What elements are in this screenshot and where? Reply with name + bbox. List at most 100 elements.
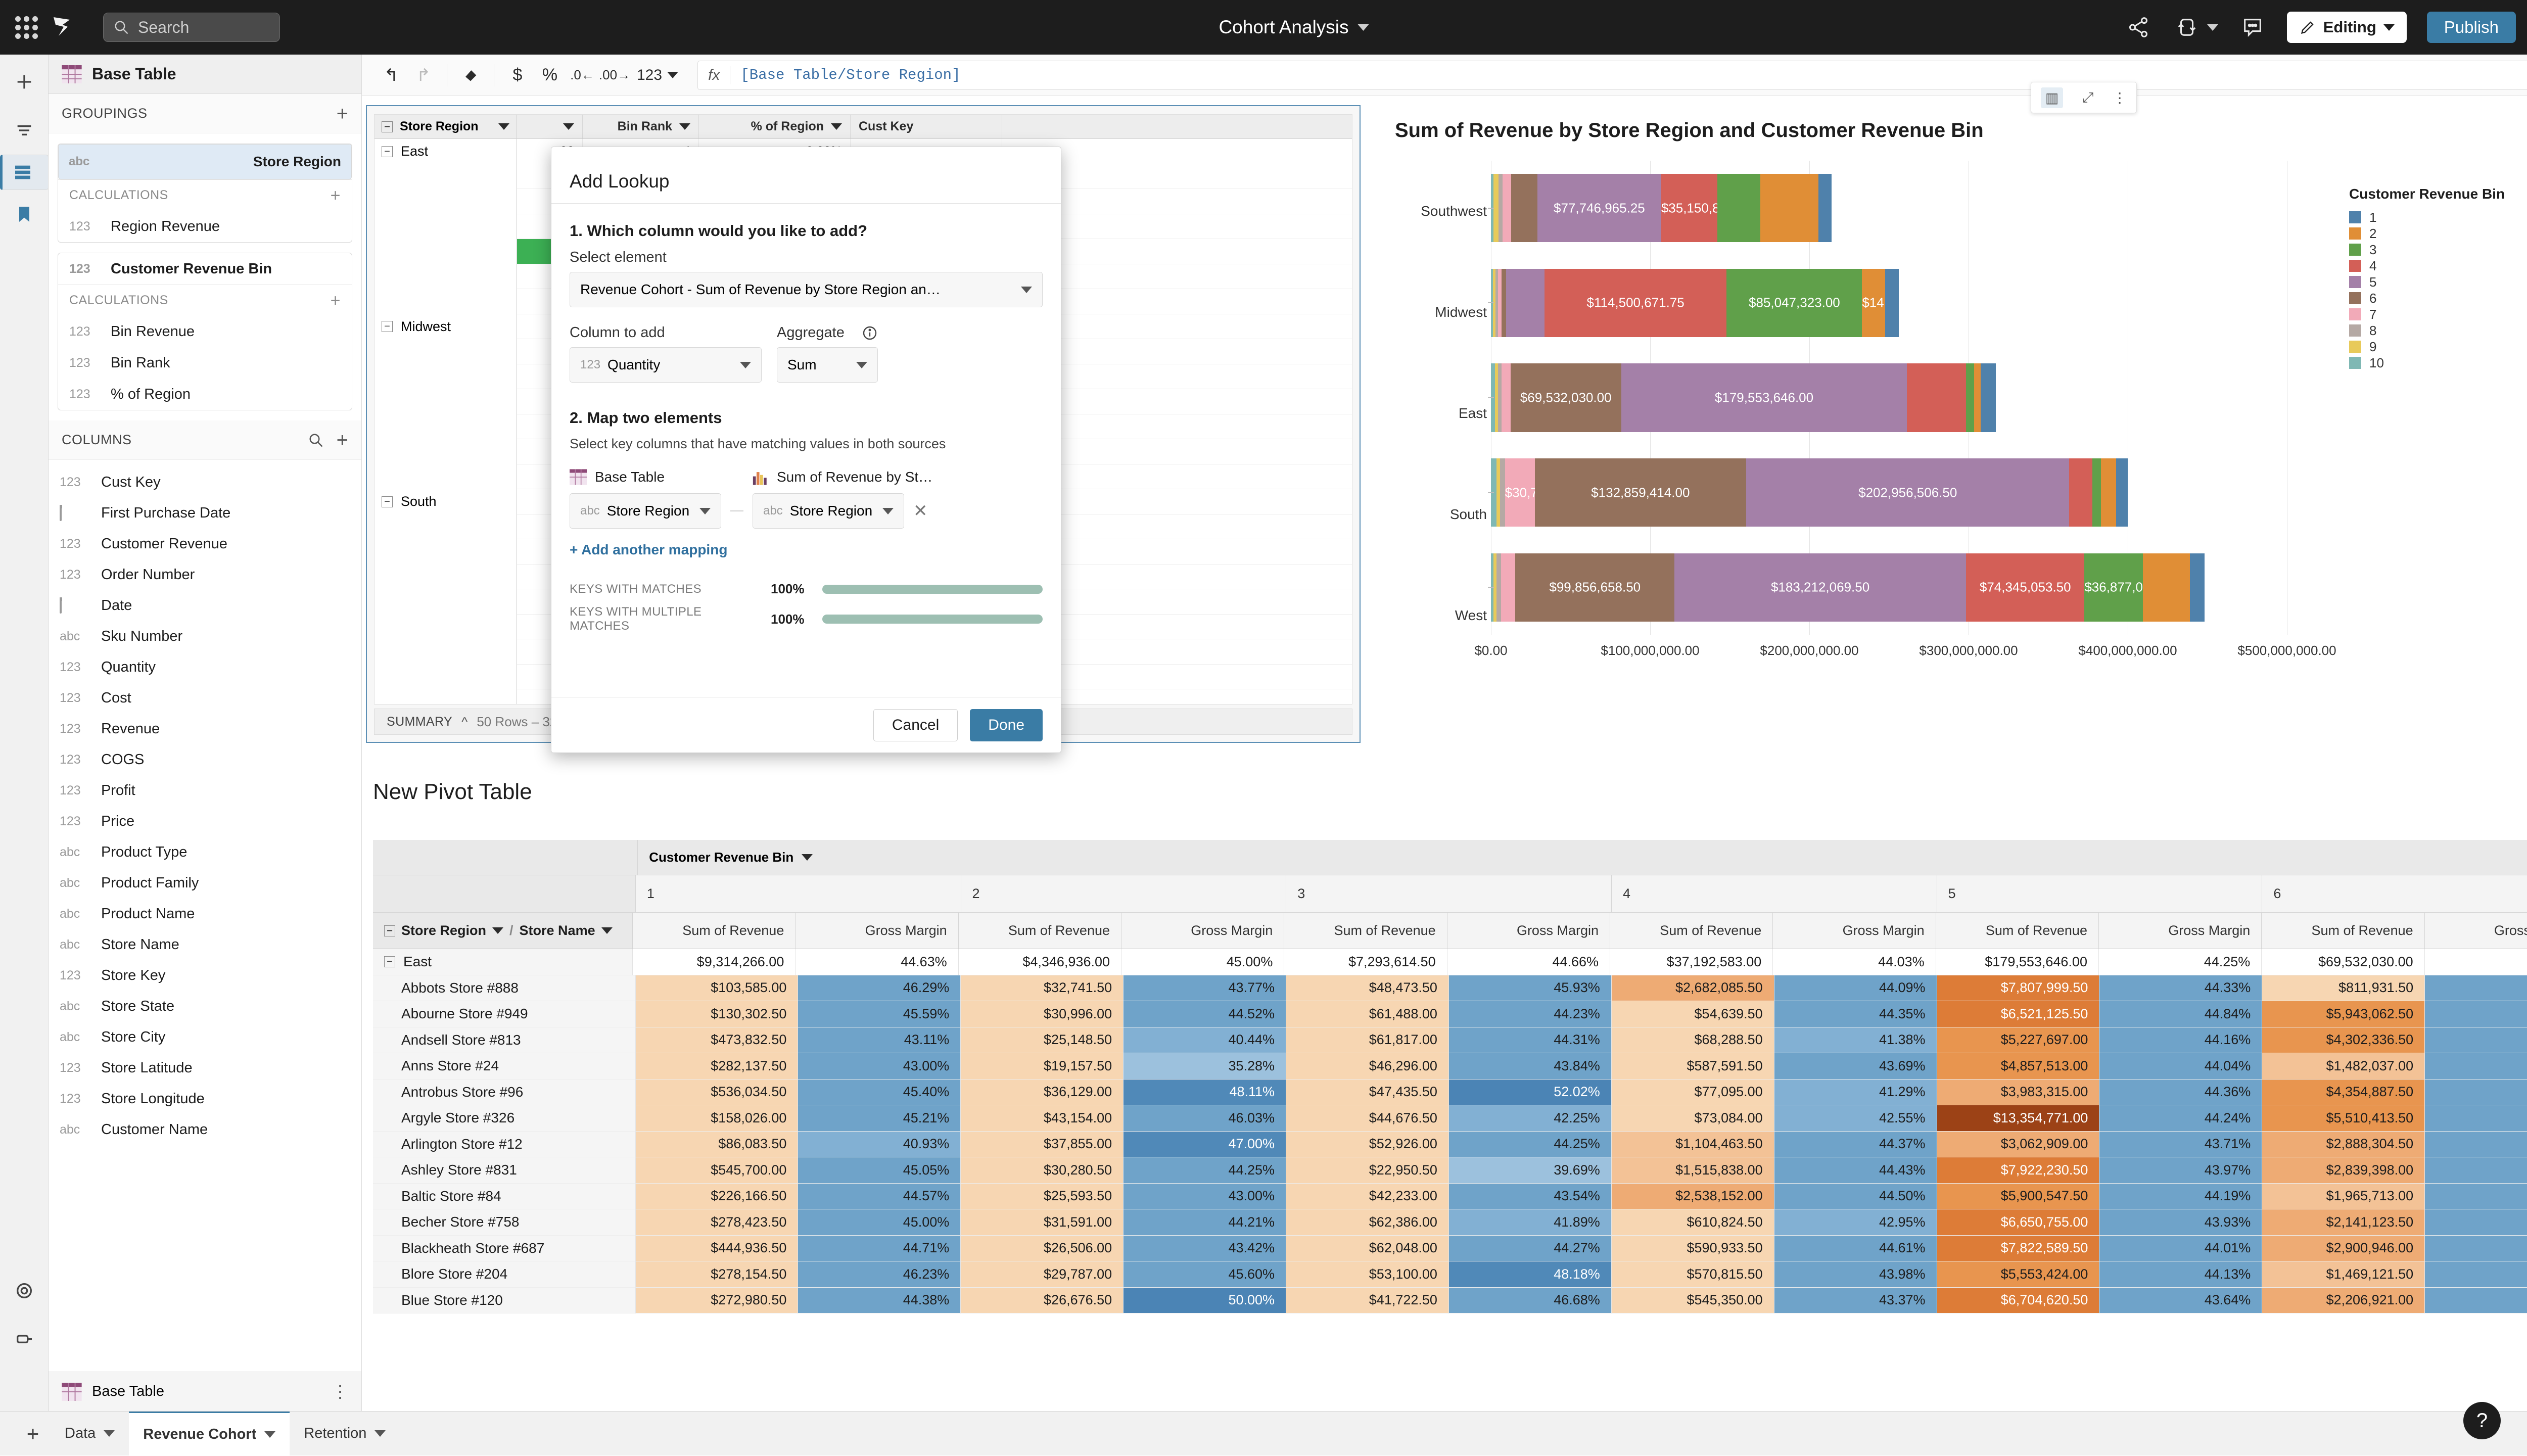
search-icon[interactable] [308, 433, 323, 448]
bar-segment[interactable] [1885, 269, 1898, 337]
sum-of-revenue-cell[interactable]: $26,676.50 [961, 1288, 1124, 1314]
legend-item[interactable]: 6 [2349, 290, 2527, 306]
gross-margin-cell[interactable]: 44.19% [2099, 1184, 2262, 1210]
gross-margin-cell[interactable]: 50.00% [1124, 1288, 1286, 1314]
pivot-measure-header[interactable]: Gross Margin [2099, 913, 2262, 949]
gross-margin-cell[interactable]: 44. [2425, 1209, 2527, 1236]
gross-margin-cell[interactable]: 45.60% [1124, 1261, 1286, 1288]
sum-of-revenue-cell[interactable]: $7,293,614.50 [1284, 949, 1447, 975]
gross-margin-cell[interactable]: 44. [2425, 1105, 2527, 1132]
pivot-row-label[interactable]: Blore Store #204 [373, 1261, 636, 1288]
sum-of-revenue-cell[interactable]: $282,137.50 [636, 1053, 799, 1079]
sum-of-revenue-cell[interactable]: $5,900,547.50 [1937, 1184, 2100, 1210]
comment-icon[interactable] [2238, 13, 2267, 41]
sum-of-revenue-cell[interactable]: $47,435.50 [1286, 1079, 1449, 1106]
sum-of-revenue-cell[interactable]: $46,296.00 [1286, 1053, 1449, 1079]
sum-of-revenue-cell[interactable]: $29,787.00 [961, 1261, 1124, 1288]
refresh-chevron-icon[interactable] [2207, 24, 2218, 31]
base-table-col-cust-key[interactable]: Cust Key [851, 115, 1002, 138]
sum-of-revenue-cell[interactable]: $86,083.50 [636, 1132, 799, 1158]
gross-margin-cell[interactable]: 44.35% [1774, 1001, 1937, 1027]
bar-segment[interactable] [2143, 553, 2190, 622]
bar-segment[interactable]: $69,532,030.00 [1511, 363, 1621, 432]
bar-segment[interactable]: $74,345,053.50 [1966, 553, 2084, 622]
sum-of-revenue-cell[interactable]: $4,346,936.00 [959, 949, 1121, 975]
bar-segment[interactable] [1498, 363, 1502, 432]
gross-margin-cell[interactable]: 45.93% [1449, 975, 1612, 1002]
rail-layers-icon[interactable] [0, 106, 49, 155]
gross-margin-cell[interactable]: 44.37% [1774, 1132, 1937, 1158]
chevron-down-icon[interactable] [601, 927, 613, 934]
sum-of-revenue-cell[interactable]: $6,650,755.00 [1937, 1209, 2100, 1236]
chevron-down-icon[interactable] [802, 854, 813, 861]
sum-of-revenue-cell[interactable]: $2,839,398.00 [2262, 1157, 2425, 1184]
sum-of-revenue-cell[interactable]: $7,807,999.50 [1937, 975, 2100, 1002]
base-table-col-pct-of-region[interactable]: % of Region [699, 115, 851, 138]
pivot-measure-header[interactable]: Sum of Revenue [959, 913, 1121, 949]
gross-margin-cell[interactable]: 41.29% [1774, 1079, 1937, 1106]
sum-of-revenue-cell[interactable]: $62,386.00 [1286, 1209, 1449, 1236]
sum-of-revenue-cell[interactable]: $226,166.50 [636, 1184, 799, 1210]
legend-item[interactable]: 2 [2349, 225, 2527, 242]
sum-of-revenue-cell[interactable]: $30,996.00 [961, 1001, 1124, 1027]
gross-margin-cell[interactable]: 44.21% [1124, 1209, 1286, 1236]
sum-of-revenue-cell[interactable]: $4,354,887.50 [2262, 1079, 2425, 1106]
gross-margin-cell[interactable]: 44.25% [2099, 949, 2262, 975]
bar-segment[interactable] [2101, 458, 2116, 527]
fill-color-icon[interactable] [456, 61, 485, 89]
legend-item[interactable]: 8 [2349, 322, 2527, 339]
gross-margin-cell[interactable]: 43.77% [1124, 975, 1286, 1002]
select-element-dropdown[interactable]: Revenue Cohort - Sum of Revenue by Store… [570, 272, 1043, 307]
gross-margin-cell[interactable]: 44.03% [1773, 949, 1936, 975]
sum-of-revenue-cell[interactable]: $52,926.00 [1286, 1132, 1449, 1158]
legend-item[interactable]: 10 [2349, 355, 2527, 371]
pivot-bin-header[interactable]: 5 [1937, 875, 2263, 913]
pivot-bin-header[interactable]: 6 [2262, 875, 2527, 913]
collapse-icon[interactable]: − [382, 121, 393, 132]
number-format-dropdown[interactable]: 123 [633, 61, 682, 89]
sum-of-revenue-cell[interactable]: $43,154.00 [961, 1105, 1124, 1132]
sigma-logo-icon[interactable] [53, 16, 79, 39]
gross-margin-cell[interactable]: 44.25% [1124, 1157, 1286, 1184]
pivot-row-label[interactable]: Blackheath Store #687 [373, 1236, 636, 1262]
add-page-button[interactable]: + [15, 1412, 51, 1456]
calculation-item-pct-of-region[interactable]: 123 % of Region [58, 379, 352, 410]
gross-margin-cell[interactable]: 47.00% [1124, 1132, 1286, 1158]
legend-item[interactable]: 3 [2349, 242, 2527, 258]
sum-of-revenue-cell[interactable]: $5,510,413.50 [2262, 1105, 2425, 1132]
remove-mapping-icon[interactable]: ✕ [913, 501, 928, 521]
gross-margin-cell[interactable]: 39.69% [1449, 1157, 1612, 1184]
bar-segment[interactable] [1760, 174, 1818, 242]
bar-segment[interactable] [1493, 174, 1499, 242]
map-left-dropdown[interactable]: abc Store Region [570, 493, 721, 529]
gross-margin-cell[interactable]: 42.95% [1774, 1209, 1937, 1236]
gross-margin-cell[interactable]: 44.04% [2099, 1053, 2262, 1079]
gross-margin-cell[interactable]: 48.11% [1124, 1079, 1286, 1106]
bar-segment[interactable]: $30,763,414.00 [1505, 458, 1535, 527]
gross-margin-cell[interactable]: 46.23% [798, 1261, 961, 1288]
rail-bookmark-icon[interactable] [0, 190, 49, 239]
pivot-measure-header[interactable]: Gross Margin [1773, 913, 1936, 949]
gross-margin-cell[interactable]: 46.29% [798, 975, 961, 1002]
sum-of-revenue-cell[interactable]: $9,314,266.00 [633, 949, 795, 975]
gross-margin-cell[interactable]: 44.27% [1449, 1236, 1612, 1262]
sum-of-revenue-cell[interactable]: $7,922,230.50 [1937, 1157, 2100, 1184]
gross-margin-cell[interactable]: 44.52% [1124, 1001, 1286, 1027]
add-another-mapping-link[interactable]: + Add another mapping [570, 542, 1043, 558]
gross-margin-cell[interactable]: 44. [2425, 1184, 2527, 1210]
rail-plug-icon[interactable] [0, 1314, 49, 1363]
